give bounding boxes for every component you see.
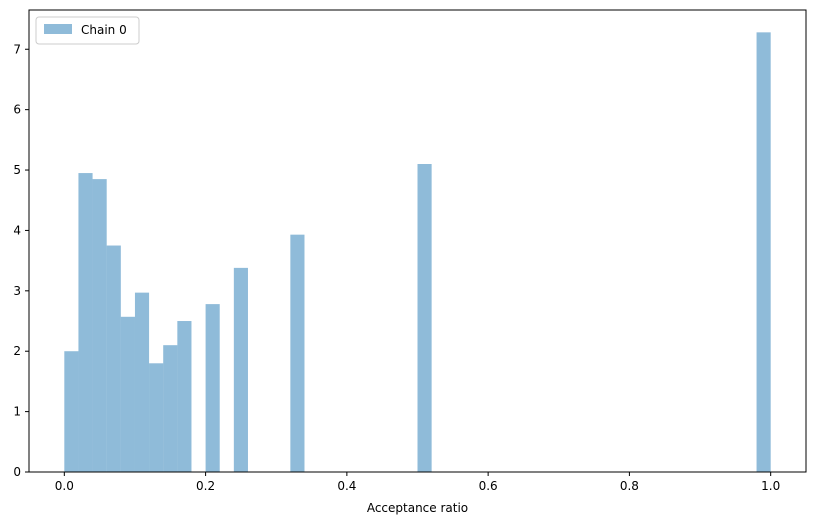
y-tick-label: 0 <box>13 465 21 479</box>
legend-swatch <box>44 24 72 34</box>
x-tick-label: 0.6 <box>479 479 498 493</box>
x-tick-label: 0.2 <box>196 479 215 493</box>
x-tick-label: 0.0 <box>55 479 74 493</box>
plot-frame <box>28 9 807 473</box>
x-axis-ticks: 0.0 0.2 0.4 0.6 0.8 1.0 <box>55 472 780 493</box>
histogram-bar <box>92 179 107 473</box>
histogram-bar <box>233 267 248 472</box>
x-tick-label: 0.4 <box>337 479 356 493</box>
histogram-bar <box>106 245 121 472</box>
y-tick-label: 2 <box>13 344 21 358</box>
y-axis-ticks: 0 1 2 3 4 5 6 7 <box>13 42 29 479</box>
x-tick-label: 0.8 <box>620 479 639 493</box>
histogram-bars <box>64 32 771 473</box>
y-tick-label: 4 <box>13 223 21 237</box>
histogram-bar <box>756 32 771 473</box>
y-tick-label: 6 <box>13 103 21 117</box>
y-tick-label: 7 <box>13 42 21 56</box>
legend: Chain 0 <box>35 16 140 45</box>
x-axis-label: Acceptance ratio <box>367 501 468 515</box>
histogram-bar <box>149 363 164 472</box>
y-tick-label: 1 <box>13 405 21 419</box>
histogram-bar <box>120 316 135 472</box>
histogram-bar <box>134 292 150 472</box>
legend-label-chain-0: Chain 0 <box>81 23 127 37</box>
y-tick-label: 5 <box>13 163 21 177</box>
histogram-bar <box>78 173 93 472</box>
x-tick-label: 1.0 <box>761 479 780 493</box>
y-tick-label: 3 <box>13 284 21 298</box>
histogram-bar <box>64 351 79 472</box>
histogram-bar <box>163 345 178 472</box>
legend-box <box>35 16 140 45</box>
histogram-bar <box>417 164 432 472</box>
histogram-bar <box>177 321 192 472</box>
histogram-bar <box>290 234 305 472</box>
histogram-bar <box>205 304 220 472</box>
